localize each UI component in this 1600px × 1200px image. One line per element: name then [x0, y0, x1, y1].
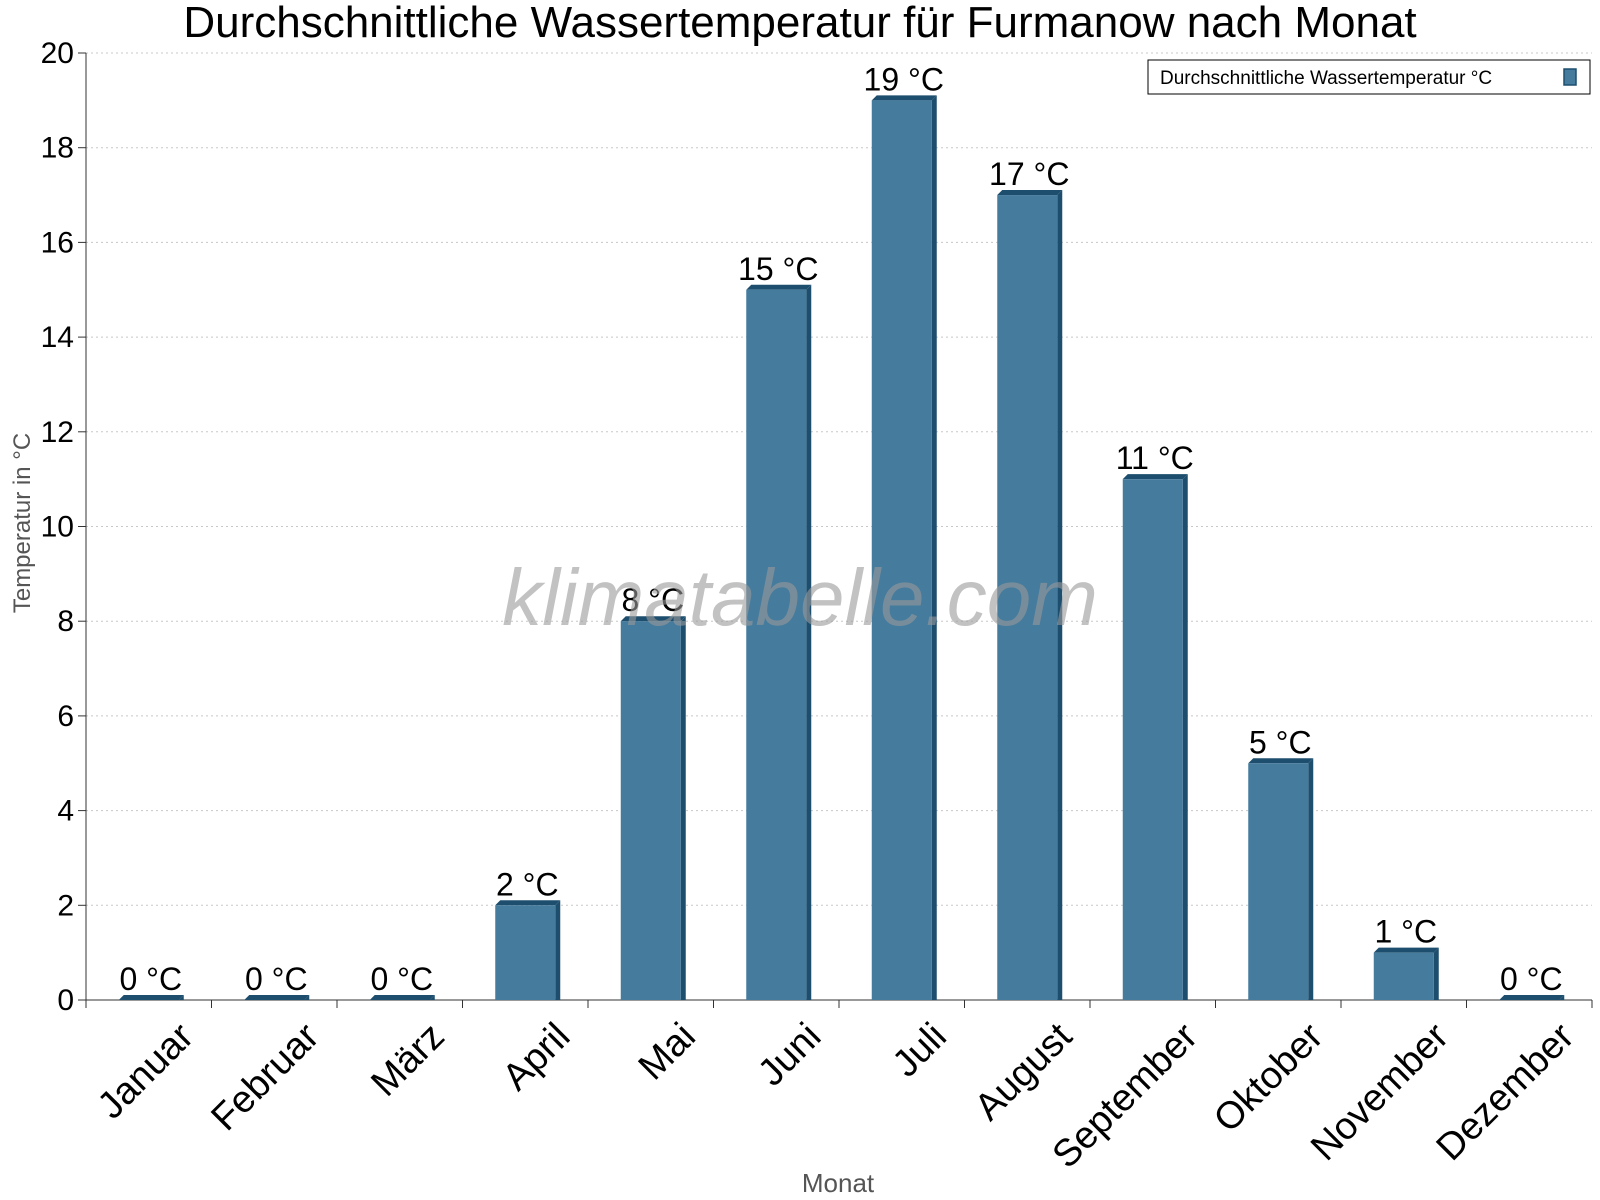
- x-tick-label: Januar: [90, 1015, 202, 1127]
- bar-side: [931, 95, 937, 1001]
- bar-body: [1248, 763, 1309, 1000]
- bar: [495, 900, 561, 1000]
- bar-value-label: 1 °C: [1374, 914, 1437, 950]
- bar: [746, 284, 812, 1000]
- bar: [244, 995, 310, 1000]
- bar-value-label: 0 °C: [245, 961, 308, 997]
- bar-side: [1308, 758, 1314, 1000]
- y-tick-label: 20: [41, 37, 74, 70]
- y-tick-label: 2: [57, 889, 74, 922]
- bar-value-label: 8 °C: [621, 582, 684, 618]
- chart-title: Durchschnittliche Wassertemperatur für F…: [183, 0, 1416, 47]
- y-axis: 0 2 4 6 8 10 12 14 16 18 20: [41, 37, 87, 1017]
- y-tick-label: 10: [41, 511, 74, 544]
- bar: [997, 190, 1063, 1001]
- bar: [1373, 947, 1439, 1000]
- bar-value-label: 2 °C: [496, 866, 559, 902]
- watermark: klimatabelle.com: [502, 553, 1098, 642]
- bar-body: [871, 100, 932, 1001]
- bar-top: [1248, 758, 1314, 764]
- legend-box: [1147, 59, 1591, 95]
- x-tick-label: Februar: [203, 1015, 327, 1139]
- bar-top: [746, 284, 812, 290]
- y-axis-label: Temperatur in °C: [9, 433, 36, 613]
- bar-value-label: 17 °C: [989, 156, 1069, 192]
- bar-side: [1057, 190, 1063, 1001]
- bar-side: [1433, 947, 1439, 1000]
- legend: Durchschnittliche Wassertemperatur °C: [1147, 59, 1591, 95]
- bar-value-label: 0 °C: [119, 961, 182, 997]
- x-tick-label: August: [967, 1015, 1081, 1129]
- bar-body: [1122, 479, 1183, 1000]
- x-tick-label: April: [495, 1015, 578, 1098]
- x-axis-label: Monat: [802, 1168, 875, 1198]
- bar-side: [806, 284, 812, 1000]
- y-tick-label: 6: [57, 700, 74, 733]
- bar-top: [620, 616, 686, 622]
- bar-top: [1499, 995, 1565, 1000]
- bar-value-label: 11 °C: [1116, 440, 1194, 476]
- bar-top: [369, 995, 435, 1000]
- y-tick-label: 12: [41, 416, 74, 449]
- bars: 0 °C 0 °C 0 °C 2 °C 8 °C 15 °C 19 °C 17 °C 11 °C…: [118, 61, 1565, 1001]
- y-tick-label: 4: [57, 795, 74, 828]
- bar-body: [620, 621, 681, 1000]
- bar-side: [1182, 474, 1188, 1000]
- bar-body: [1373, 952, 1434, 1000]
- bar: [1499, 995, 1565, 1000]
- y-tick-label: 18: [41, 132, 74, 165]
- bar-body: [997, 195, 1058, 1001]
- x-tick-label: Juni: [750, 1015, 829, 1094]
- bar-value-label: 0 °C: [1500, 961, 1563, 997]
- x-tick-label: Juli: [885, 1015, 955, 1085]
- bar-value-label: 19 °C: [864, 61, 944, 97]
- bar: [871, 95, 937, 1001]
- bar-top: [997, 190, 1063, 196]
- x-tick-label: Dezember: [1429, 1015, 1583, 1169]
- grid: [86, 52, 1592, 906]
- bar-top: [871, 95, 937, 101]
- bar: [620, 616, 686, 1000]
- legend-swatch: [1563, 68, 1577, 86]
- bar-side: [555, 900, 561, 1000]
- bar: [1122, 474, 1188, 1000]
- y-tick-label: 14: [41, 321, 74, 354]
- x-axis: Januar Februar März April Mai Juni Juli AugustS…: [85, 999, 1593, 1176]
- bar: [369, 995, 435, 1000]
- bar-body: [746, 289, 807, 1000]
- legend-label: Durchschnittliche Wassertemperatur °C: [1160, 68, 1492, 89]
- bar: [118, 995, 184, 1000]
- y-tick-label: 16: [41, 226, 74, 259]
- bar-top: [118, 995, 184, 1000]
- x-tick-label: Oktober: [1206, 1015, 1332, 1141]
- bar: [1248, 758, 1314, 1000]
- y-tick-label: 0: [57, 984, 74, 1017]
- bar-value-label: 0 °C: [370, 961, 433, 997]
- y-tick-label: 8: [57, 605, 74, 638]
- x-tick-label: März: [363, 1015, 452, 1104]
- bar-body: [495, 905, 556, 1000]
- bar-top: [495, 900, 561, 906]
- bar-top: [244, 995, 310, 1000]
- bar-value-label: 5 °C: [1249, 724, 1312, 760]
- bar-top: [1122, 474, 1188, 480]
- bar-value-label: 15 °C: [738, 251, 818, 287]
- bar-side: [680, 616, 686, 1000]
- bar-top: [1373, 947, 1439, 953]
- x-tick-label: Mai: [631, 1015, 704, 1088]
